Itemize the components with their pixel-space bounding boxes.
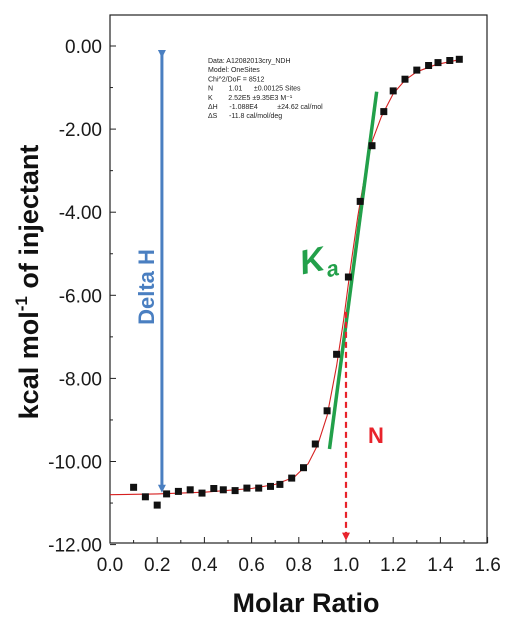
plot-border [109,14,488,544]
data-point [356,197,364,205]
data-points-layer [130,55,463,509]
data-point [368,142,376,150]
y-tick-label: -4.00 [59,203,102,224]
data-point [267,482,274,490]
data-point [210,485,218,492]
delta-h-label: Delta H [134,249,159,325]
data-point [219,486,227,494]
data-point [243,484,251,492]
x-tick-label: 0.2 [144,555,170,576]
n-label: N [368,423,384,448]
data-point [141,493,149,501]
data-point [434,59,442,67]
y-tick-label: -10.00 [48,453,102,474]
x-tick-label: 1.4 [427,555,454,576]
y-tick-label: -8.00 [59,369,102,390]
data-point [333,350,341,358]
x-tick-label: 1.0 [333,555,359,576]
annotation-layer [157,50,379,541]
data-point [401,75,409,83]
data-point [425,62,433,69]
ka-slope-line [327,91,379,450]
data-point [311,440,319,448]
ka-label-sub: a [324,255,341,282]
data-point [413,66,421,74]
x-tick-label: 0.8 [286,555,312,576]
y-axis-ticks: 0.00 -2.00 -4.00 -6.00 -8.00 -10.00 -12.00 [48,37,116,557]
data-point [163,490,171,498]
data-point [455,55,463,63]
ka-label: Ka [296,238,341,288]
y-axis-title: kcal mol-1 of injectant [12,145,44,420]
y-tick-label: 0.00 [65,37,102,58]
data-point [276,480,284,488]
data-point [231,487,239,495]
fit-result-line: ΔH -1.088E4 ±24.62 cal/mol [208,104,323,111]
y-tick-label: -6.00 [59,286,102,307]
fit-result-line: Chi^2/DoF = 8512 [208,76,265,83]
x-tick-label: 0.6 [238,555,264,576]
x-tick-label: 0.0 [97,555,123,576]
data-point [186,486,194,494]
data-point [130,483,138,491]
fit-result-line: K 2.52E5 ±9.35E3 M⁻¹ [208,95,293,102]
fit-result-line: N 1.01 ±0.00125 Sites [208,86,301,93]
x-tick-label: 0.4 [191,555,218,576]
x-tick-label: 1.6 [474,555,500,576]
data-point [255,484,263,492]
data-point [380,108,388,116]
data-point [174,487,182,495]
y-axis-title-sup: -1 [12,296,31,311]
data-point [198,489,206,497]
fit-result-line: Data: A12082013cry_NDH [208,58,291,65]
y-axis-title-prefix: kcal mol [14,311,44,419]
x-axis-ticks: 0.0 0.2 0.4 0.6 0.8 1.0 1.2 1.4 1.6 [97,537,501,576]
fit-result-line: ΔS -11.8 cal/mol/deg [208,113,282,120]
x-tick-label: 1.2 [380,555,406,576]
y-tick-label: -2.00 [59,120,102,141]
data-point [300,464,307,472]
y-tick-label: -12.00 [48,536,102,557]
plot-frame [109,14,488,544]
data-point [323,407,331,415]
data-point [446,57,454,64]
x-axis-title: Molar Ratio [232,588,379,618]
data-point [389,87,397,95]
data-point [153,501,161,509]
fit-result-line: Model: OneSites [208,67,260,74]
y-axis-title-suffix: of injectant [14,145,44,297]
data-point [288,474,296,482]
fit-results-box: Data: A12082013cry_NDH Model: OneSites Chi… [208,58,323,120]
data-point [344,273,352,281]
